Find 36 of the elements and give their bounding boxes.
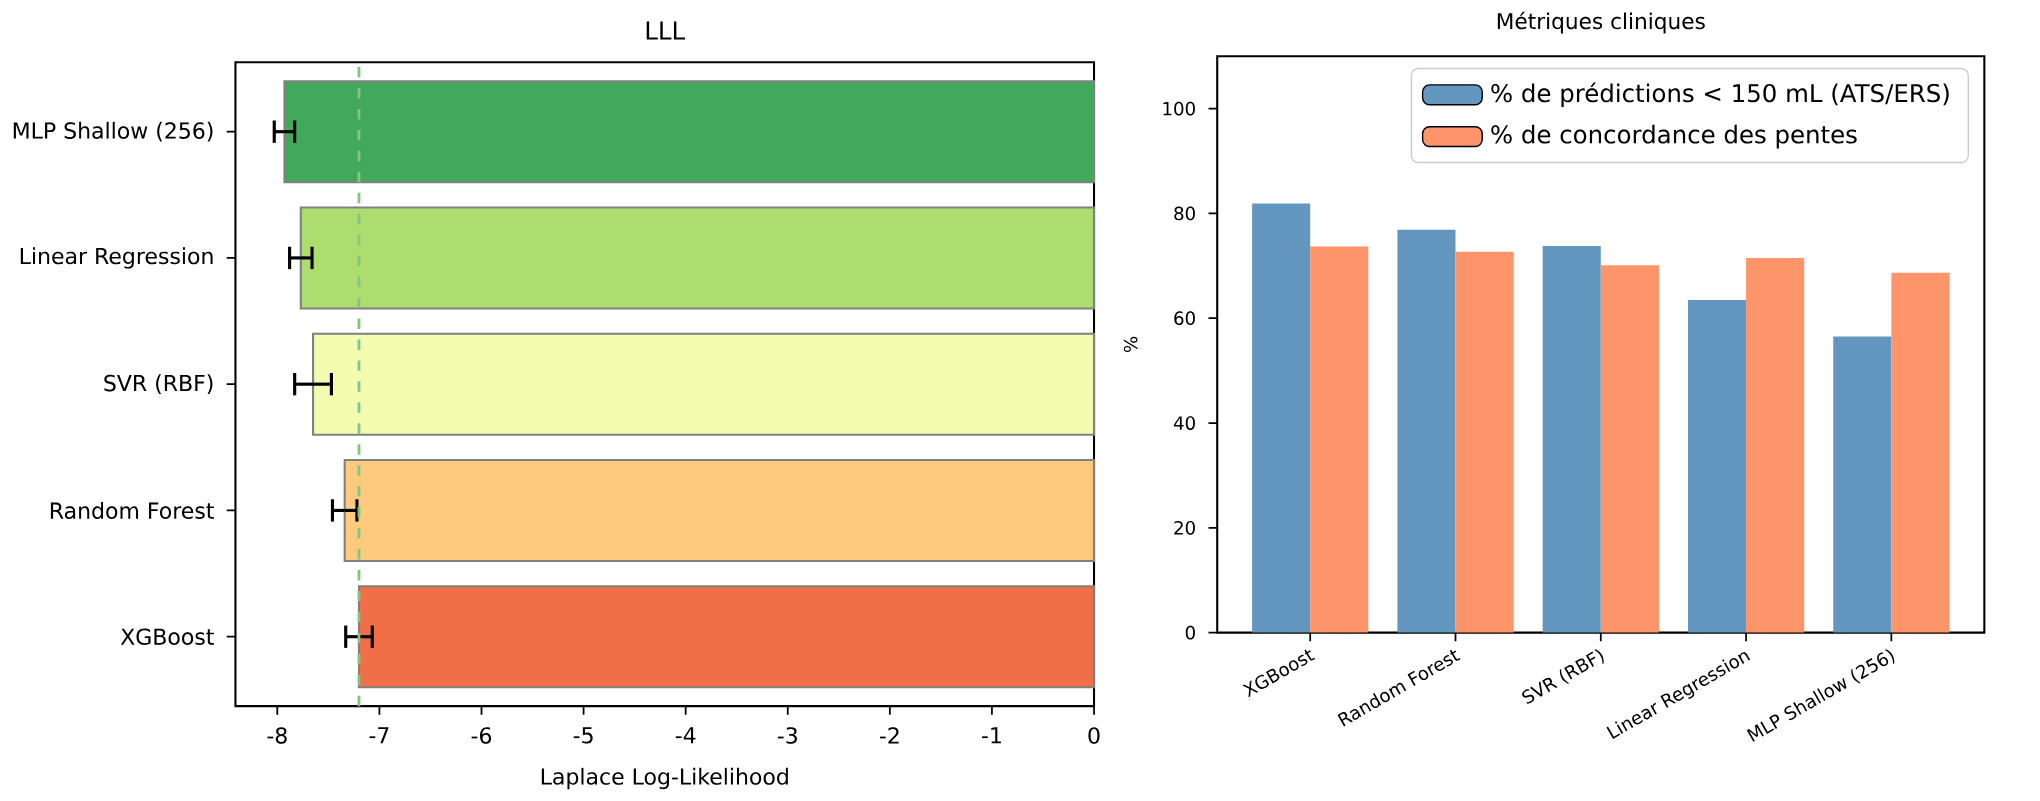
bar	[1833, 336, 1892, 633]
y-tick-label: Random Forest	[50, 502, 214, 520]
y-axis-title: %	[1123, 336, 1138, 353]
y-tick-label: MLP Shallow (256)	[13, 122, 213, 142]
y-tick-label: XGBoost	[120, 628, 214, 646]
bar	[1397, 229, 1456, 633]
x-tick-label: -7	[369, 727, 389, 744]
y-tick-label: 40	[1173, 416, 1195, 431]
x-tick-label: -3	[777, 727, 797, 744]
x-tick-label: -4	[675, 727, 696, 744]
x-tick-label: -2	[879, 727, 899, 744]
y-tick-label: 60	[1174, 311, 1195, 326]
bar	[1600, 265, 1659, 633]
x-tick-label: 0	[1088, 727, 1100, 744]
bar	[1455, 251, 1514, 633]
bar	[1687, 300, 1747, 633]
chart-title: LLL	[646, 21, 686, 40]
bar	[1310, 246, 1369, 633]
x-tick-label: -1	[982, 727, 1001, 744]
legend-label: % de prédictions < 150 mL (ATS/ERS)	[1491, 82, 1949, 108]
y-tick-label: 20	[1174, 521, 1195, 535]
y-tick-label: Linear Regression	[20, 247, 213, 269]
y-tick-label: SVR (RBF)	[104, 374, 213, 395]
chart-title: Métriques cliniques	[1497, 11, 1705, 34]
x-axis-title: Laplace Log-Likelihood	[541, 767, 788, 790]
bar	[1252, 203, 1311, 633]
legend-label: % de concordance des pentes	[1491, 124, 1857, 149]
bar	[1542, 246, 1601, 633]
y-tick-label: 80	[1174, 206, 1195, 221]
x-tick-label: -6	[471, 727, 492, 744]
x-tick-label: -8	[267, 727, 287, 744]
x-tick-label: -5	[573, 727, 593, 744]
bar	[1746, 258, 1805, 633]
bar	[1891, 272, 1950, 633]
y-tick-label: 0	[1185, 625, 1195, 640]
y-tick-label: 100	[1163, 101, 1195, 116]
